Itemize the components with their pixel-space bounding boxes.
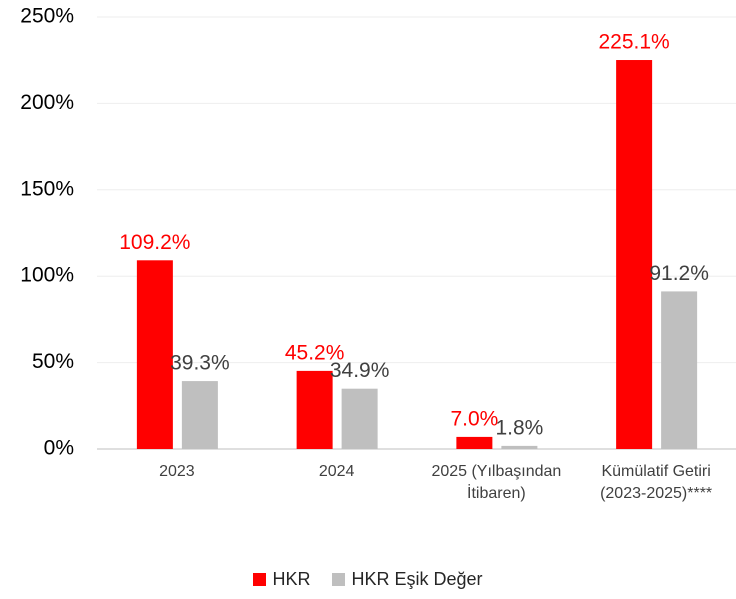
legend-swatch <box>253 573 267 586</box>
y-tick-label: 100% <box>20 264 74 287</box>
legend-label: HKR <box>272 569 311 589</box>
data-label: 91.2% <box>649 262 709 285</box>
x-tick-label: 2023 <box>159 463 195 480</box>
legend-label: HKR Eşik Değer <box>351 569 483 589</box>
bar <box>296 370 333 449</box>
y-tick-label: 50% <box>32 350 74 373</box>
data-label: 225.1% <box>599 31 670 54</box>
legend-swatch <box>332 573 346 586</box>
bar <box>136 260 173 449</box>
bar <box>341 388 378 449</box>
bar <box>661 291 698 449</box>
legend-item: HKR <box>253 569 310 590</box>
data-label: 45.2% <box>285 341 345 364</box>
y-tick-label: 150% <box>20 177 74 200</box>
data-label: 34.9% <box>330 359 390 382</box>
data-label: 109.2% <box>119 231 190 254</box>
data-label: 39.3% <box>170 352 230 375</box>
bar <box>501 445 538 449</box>
bar <box>456 436 493 449</box>
legend: HKR HKR Eşik Değer <box>0 569 736 590</box>
x-tick-label: 2025 (Yılbaşından İtibaren) <box>431 463 562 502</box>
data-label: 1.8% <box>495 416 543 439</box>
x-tick-label: 2024 <box>318 463 355 480</box>
bar <box>616 60 653 450</box>
y-tick-label: 200% <box>20 91 74 114</box>
legend-item: HKR Eşik Değer <box>332 569 483 590</box>
data-label: 7.0% <box>450 407 498 430</box>
bar <box>181 381 218 449</box>
x-tick-label: Kümülatif Getiri (2023-2025)**** <box>600 463 713 502</box>
y-tick-label: 250% <box>20 5 74 28</box>
y-tick-label: 0% <box>44 437 74 460</box>
